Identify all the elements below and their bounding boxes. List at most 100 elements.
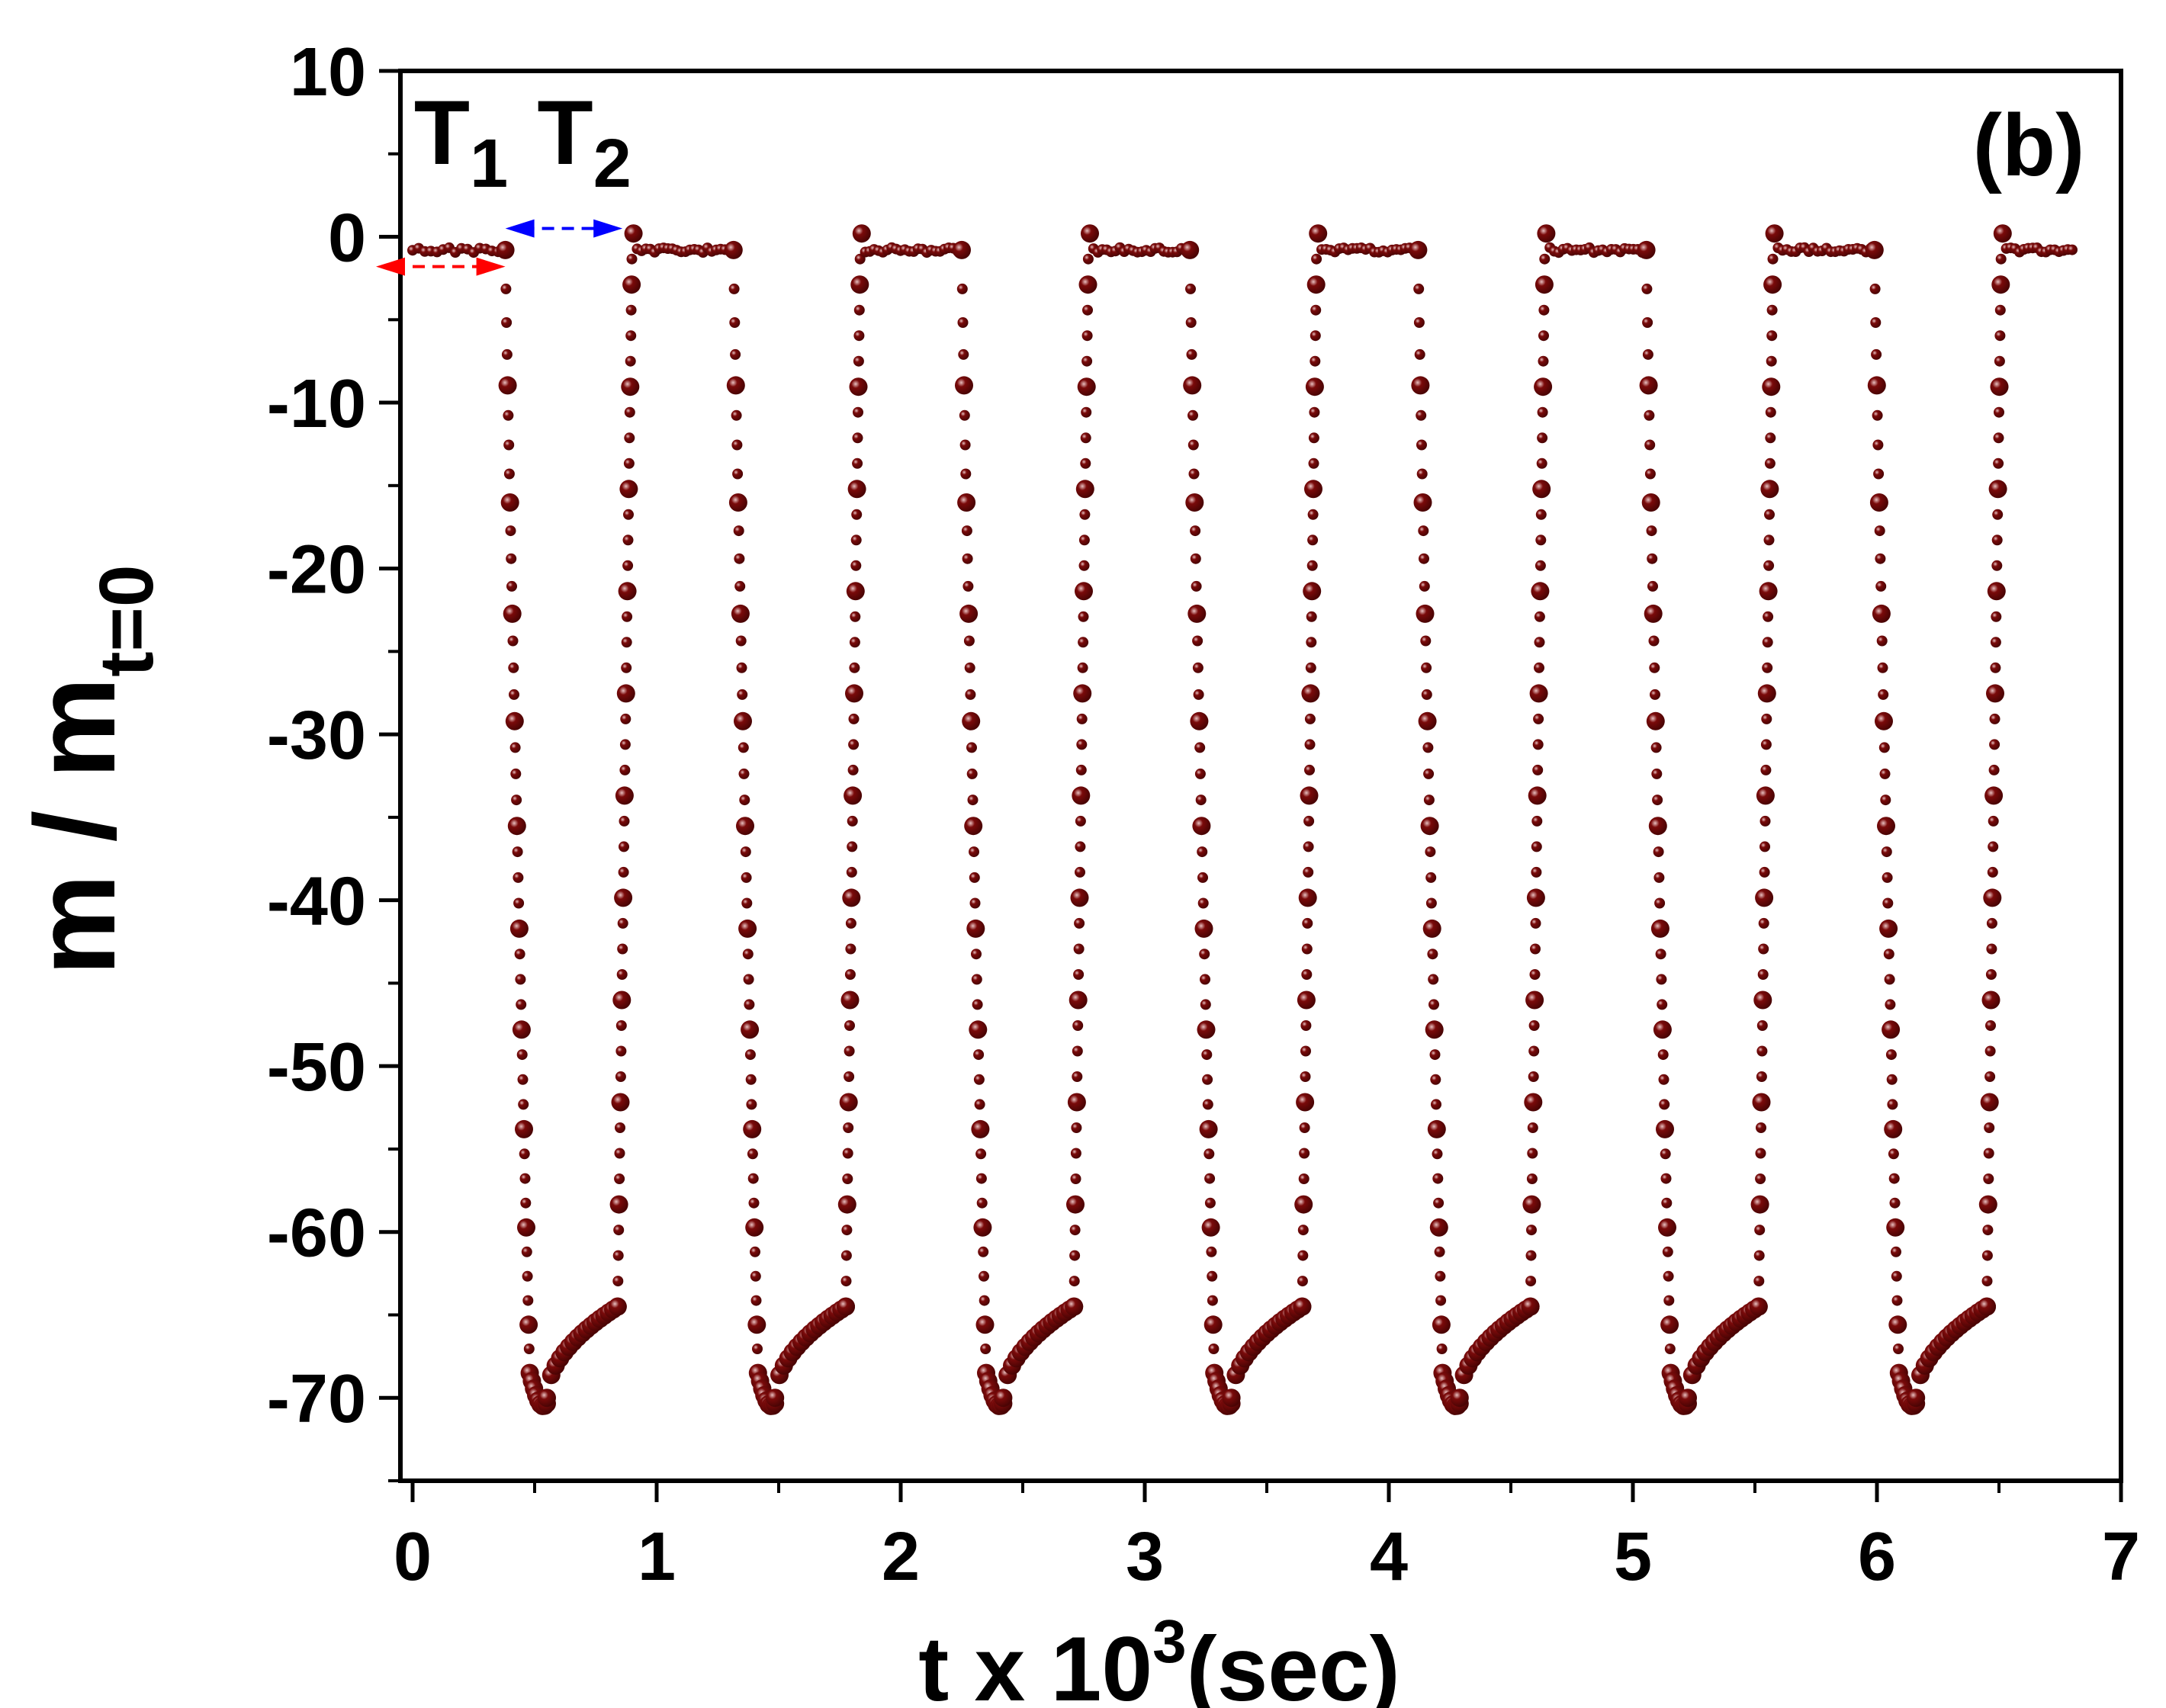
data-point	[958, 349, 969, 360]
data-point	[1659, 1099, 1669, 1109]
data-point	[619, 582, 637, 600]
data-point	[1989, 480, 2007, 498]
data-point	[1300, 1020, 1311, 1031]
data-point	[731, 410, 742, 421]
data-point	[2067, 245, 2078, 255]
data-point	[844, 786, 862, 804]
data-point	[627, 254, 638, 265]
data-point	[851, 509, 862, 520]
data-point	[994, 1389, 1012, 1407]
data-point	[624, 432, 635, 443]
data-point	[1421, 663, 1432, 673]
data-point	[1418, 525, 1428, 536]
data-point	[840, 1093, 858, 1112]
data-point	[969, 872, 980, 883]
data-point	[977, 1198, 988, 1209]
data-point	[517, 1218, 535, 1237]
data-point	[1879, 920, 1898, 938]
data-point	[1654, 898, 1665, 909]
data-point	[841, 1225, 852, 1235]
data-point	[1761, 714, 1772, 724]
data-point	[1663, 1271, 1674, 1282]
data-point	[967, 769, 978, 779]
data-point	[965, 689, 975, 700]
data-point	[1538, 305, 1549, 316]
data-point	[1435, 1295, 1446, 1306]
data-point	[1185, 284, 1196, 294]
data-point	[1202, 1074, 1213, 1085]
data-point	[1305, 714, 1316, 724]
data-point	[1640, 376, 1658, 394]
data-point	[1758, 684, 1776, 702]
data-point	[616, 1020, 627, 1031]
data-point	[513, 872, 523, 883]
data-point	[517, 1049, 528, 1060]
data-point	[1430, 1049, 1441, 1060]
data-point	[1427, 949, 1438, 959]
data-point	[845, 684, 863, 702]
data-point	[1907, 1389, 1925, 1407]
data-point	[1981, 1093, 1999, 1112]
data-point	[513, 846, 523, 857]
data-point	[1310, 356, 1320, 367]
data-point	[513, 898, 524, 909]
data-point	[1882, 872, 1893, 883]
data-point	[1414, 493, 1432, 512]
data-point	[1982, 1250, 1993, 1261]
data-point	[1982, 1225, 1993, 1235]
data-point	[1068, 1093, 1086, 1112]
data-point	[965, 663, 975, 673]
data-point	[519, 1148, 530, 1159]
data-point	[1189, 469, 1200, 480]
data-point	[1875, 554, 1885, 564]
data-point	[1535, 612, 1545, 622]
data-point	[1422, 689, 1432, 700]
data-point	[1300, 1046, 1311, 1057]
data-point	[1196, 795, 1207, 805]
data-point	[508, 663, 519, 673]
y-tick-label: -30	[267, 698, 366, 774]
data-point	[1522, 1298, 1540, 1316]
data-point	[1996, 254, 2007, 265]
data-point	[962, 581, 973, 592]
data-point	[841, 1276, 852, 1286]
data-point	[1989, 739, 2000, 750]
data-point	[1205, 1198, 1216, 1209]
data-point	[1419, 712, 1437, 730]
data-point	[1071, 1173, 1081, 1184]
y-tick-label: -20	[267, 532, 366, 608]
data-point	[1882, 846, 1892, 857]
data-point	[524, 1344, 535, 1354]
data-point	[1533, 739, 1544, 750]
data-point	[499, 376, 517, 394]
data-point	[1185, 493, 1204, 512]
data-point	[845, 969, 856, 980]
data-point	[1886, 1049, 1897, 1060]
data-point	[729, 284, 740, 294]
data-point	[1428, 999, 1439, 1010]
data-point	[734, 554, 744, 564]
data-point	[743, 949, 754, 959]
y-tick-label: -70	[267, 1361, 366, 1437]
data-point	[1432, 1173, 1443, 1184]
data-point	[1891, 1247, 1901, 1257]
data-point	[617, 969, 628, 980]
data-point	[1081, 224, 1099, 242]
data-point	[1758, 944, 1769, 955]
data-point	[1069, 1276, 1080, 1286]
data-point	[619, 816, 630, 827]
data-point	[1430, 1074, 1441, 1085]
data-point	[612, 1093, 630, 1112]
data-point	[1759, 841, 1770, 852]
data-point	[1990, 663, 2000, 673]
data-point	[1527, 888, 1545, 907]
data-point	[1979, 1196, 1997, 1214]
data-point	[737, 663, 747, 673]
y-tick-label: -50	[267, 1029, 366, 1106]
data-point	[1660, 1315, 1679, 1334]
data-point	[1293, 1298, 1311, 1316]
data-point	[1183, 376, 1201, 394]
data-point	[1534, 377, 1552, 396]
data-point	[979, 1295, 990, 1306]
data-point	[1301, 684, 1319, 702]
